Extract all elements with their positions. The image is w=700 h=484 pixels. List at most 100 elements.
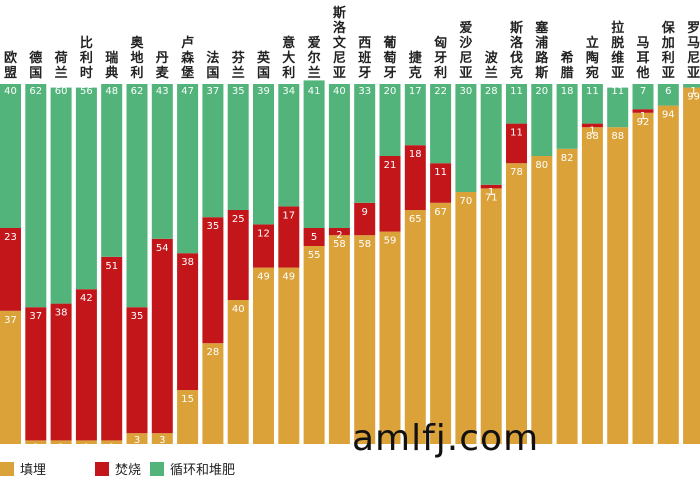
category-label: 兰 xyxy=(308,65,321,81)
data-label: 58 xyxy=(333,239,346,250)
data-label: 5 xyxy=(311,232,317,243)
category-label: 班 xyxy=(358,50,371,66)
data-label: 1 xyxy=(83,442,89,453)
category-label: 宛 xyxy=(585,65,599,81)
bar-segment xyxy=(253,267,274,444)
data-label: 37 xyxy=(207,86,220,97)
data-label: 1 xyxy=(33,442,39,453)
category-label: 尼 xyxy=(459,51,472,66)
bar-segment xyxy=(556,148,578,445)
category-label: 克 xyxy=(409,65,422,81)
bar-segment xyxy=(0,84,21,228)
data-label: 88 xyxy=(586,131,599,142)
category-label: 亚 xyxy=(459,66,472,81)
category-label: 比 xyxy=(80,35,93,51)
bar-segment xyxy=(455,84,477,192)
data-label: 82 xyxy=(561,153,574,164)
bar-segment xyxy=(227,210,249,300)
category-label: 斯 xyxy=(535,65,548,81)
data-label: 3 xyxy=(159,435,165,446)
data-label: 30 xyxy=(460,86,473,97)
legend-swatch xyxy=(0,462,14,476)
category-label: 葡 xyxy=(382,35,396,51)
bar-segment xyxy=(480,184,502,189)
category-label: 加 xyxy=(661,36,675,51)
category-label: 克 xyxy=(510,65,523,81)
data-label: 34 xyxy=(282,86,295,97)
bar-segment xyxy=(0,228,21,311)
data-label: 35 xyxy=(232,86,245,97)
category-label: 尼 xyxy=(333,51,346,66)
bar-segment xyxy=(480,188,502,444)
bar-segment xyxy=(430,163,452,203)
data-label: 67 xyxy=(434,207,447,218)
data-label: 1 xyxy=(690,86,696,97)
bar-segment xyxy=(354,235,376,444)
category-label: 牙 xyxy=(434,51,447,66)
category-label: 大 xyxy=(282,50,295,66)
category-label: 丹 xyxy=(156,51,169,66)
bar-segment xyxy=(278,267,300,444)
category-label: 维 xyxy=(611,50,624,66)
data-label: 15 xyxy=(181,394,194,405)
category-label: 兰 xyxy=(232,65,245,81)
category-label: 尼 xyxy=(687,51,700,66)
bar-segment xyxy=(683,84,700,88)
bar-segment xyxy=(581,123,603,128)
category-label: 时 xyxy=(80,65,93,81)
bar-segment xyxy=(354,84,376,203)
data-label: 49 xyxy=(257,272,270,283)
bar-segment xyxy=(126,433,148,444)
legend-label: 循环和堆肥 xyxy=(170,463,235,478)
bar-segment xyxy=(101,84,123,257)
bar-segment xyxy=(75,289,97,441)
category-label: 耳 xyxy=(636,51,649,66)
data-label: 18 xyxy=(561,86,574,97)
category-label: 他 xyxy=(635,65,649,81)
category-label: 马 xyxy=(636,36,649,51)
bar-segment xyxy=(50,303,72,441)
data-label: 3 xyxy=(134,435,140,446)
watermark: amlfj.com xyxy=(352,418,540,459)
bar-segment xyxy=(354,202,376,236)
bar-segment xyxy=(25,440,47,444)
bar-segment xyxy=(607,127,629,444)
bar-segment xyxy=(506,163,527,444)
bar-segment xyxy=(177,84,199,254)
data-label: 58 xyxy=(358,239,371,250)
bar-segment xyxy=(328,84,350,228)
bar-segment xyxy=(253,84,274,225)
legend-swatch xyxy=(150,462,164,476)
category-label: 利 xyxy=(80,50,93,66)
data-label: 62 xyxy=(131,86,144,97)
bar-segment xyxy=(126,84,148,308)
category-label: 脱 xyxy=(611,35,624,51)
bar-segment xyxy=(177,253,199,390)
category-label: 典 xyxy=(105,65,118,81)
data-label: 48 xyxy=(105,86,118,97)
bar-segment xyxy=(531,84,553,156)
data-label: 11 xyxy=(510,128,523,139)
data-label: 25 xyxy=(232,214,245,225)
category-label: 希 xyxy=(561,50,574,66)
bar-segment xyxy=(607,87,629,128)
category-label: 洛 xyxy=(333,20,347,36)
bar-segment xyxy=(25,84,47,308)
category-label: 森 xyxy=(181,50,195,66)
data-label: 78 xyxy=(510,167,523,178)
category-label: 芬 xyxy=(231,50,246,66)
data-label: 11 xyxy=(434,167,447,178)
data-label: 17 xyxy=(409,86,422,97)
legend-swatch xyxy=(95,462,109,476)
bar-segment xyxy=(430,202,452,444)
data-label: 17 xyxy=(282,210,295,221)
bar-segment xyxy=(632,109,654,113)
category-label: 伐 xyxy=(510,50,523,66)
category-label: 亚 xyxy=(611,66,624,81)
data-label: 23 xyxy=(4,232,17,243)
data-label: 28 xyxy=(485,86,498,97)
legend-label: 填埋 xyxy=(20,463,46,478)
data-label: 39 xyxy=(257,86,270,97)
data-label: 38 xyxy=(55,308,68,319)
